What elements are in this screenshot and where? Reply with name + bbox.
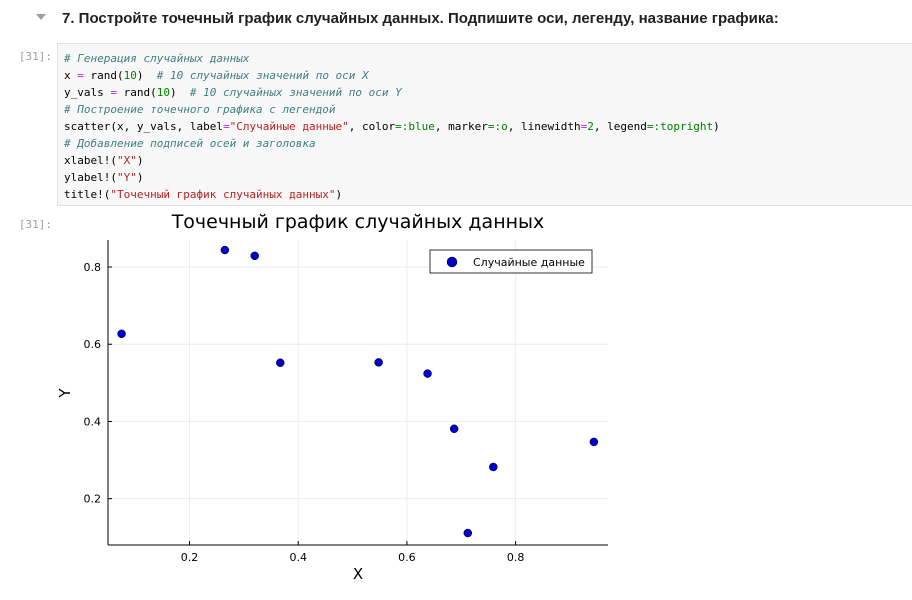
scatter-point — [589, 437, 599, 447]
legend-marker-icon — [446, 256, 458, 268]
scatter-point — [374, 358, 383, 367]
scatter-point — [463, 528, 473, 538]
x-tick-label: 0.6 — [398, 551, 416, 564]
scatter-plot: Точечный график случайных данных 0.2 0.4 0… — [56, 211, 608, 583]
scatter-point — [276, 358, 285, 368]
code-line: # Добавление подписей осей и заголовка — [64, 137, 316, 150]
legend-label: Случайные данные — [473, 256, 585, 269]
y-axis-label: Y — [56, 388, 74, 399]
code-cell-editor[interactable]: # Генерация случайных данных x = rand(10)… — [57, 43, 912, 206]
y-tick-label: 0.4 — [84, 415, 102, 428]
code-line: # Генерация случайных данных — [64, 52, 250, 65]
scatter-point — [220, 245, 230, 255]
code-line: scatter(x, y_vals, label="Случайные данн… — [64, 120, 720, 133]
x-tick-label: 0.4 — [289, 551, 307, 564]
legend: Случайные данные — [429, 249, 593, 274]
collapse-triangle-icon[interactable] — [36, 14, 46, 20]
code-line: xlabel!("X") — [64, 154, 144, 167]
y-tick-label: 0.6 — [84, 338, 102, 351]
code-text[interactable]: # Генерация случайных данных x = rand(10)… — [64, 50, 720, 203]
legend-box — [429, 249, 593, 274]
input-prompt: [31]: — [18, 50, 52, 63]
grid-lines — [108, 240, 608, 545]
axis-ticks: 0.2 0.4 0.6 0.8 0.2 0.4 0.6 0.8 — [84, 261, 525, 564]
code-line: x = rand(10) # 10 случайных значений по … — [64, 69, 369, 82]
code-line: y_vals = rand(10) # 10 случайных значени… — [64, 86, 402, 99]
x-tick-label: 0.8 — [507, 551, 525, 564]
scatter-point — [250, 251, 259, 261]
x-tick-label: 0.2 — [181, 551, 199, 564]
data-points — [117, 245, 599, 538]
output-prompt: [31]: — [18, 218, 52, 231]
y-tick-label: 0.2 — [84, 493, 102, 506]
markdown-cell: 7. Постройте точечный график случайных д… — [0, 0, 912, 40]
scatter-point — [117, 329, 126, 339]
chart-title: Точечный график случайных данных — [171, 211, 545, 233]
code-line: ylabel!("Y") — [64, 171, 144, 184]
x-axis-label: X — [353, 565, 363, 583]
code-line: title!("Точечный график случайных данных… — [64, 188, 343, 201]
markdown-heading: 7. Постройте точечный график случайных д… — [62, 10, 779, 27]
y-tick-label: 0.8 — [84, 261, 102, 274]
scatter-point — [423, 369, 432, 378]
code-line: # Построение точечного графика с легендо… — [64, 103, 336, 116]
scatter-point — [449, 424, 459, 434]
scatter-point — [489, 462, 498, 472]
